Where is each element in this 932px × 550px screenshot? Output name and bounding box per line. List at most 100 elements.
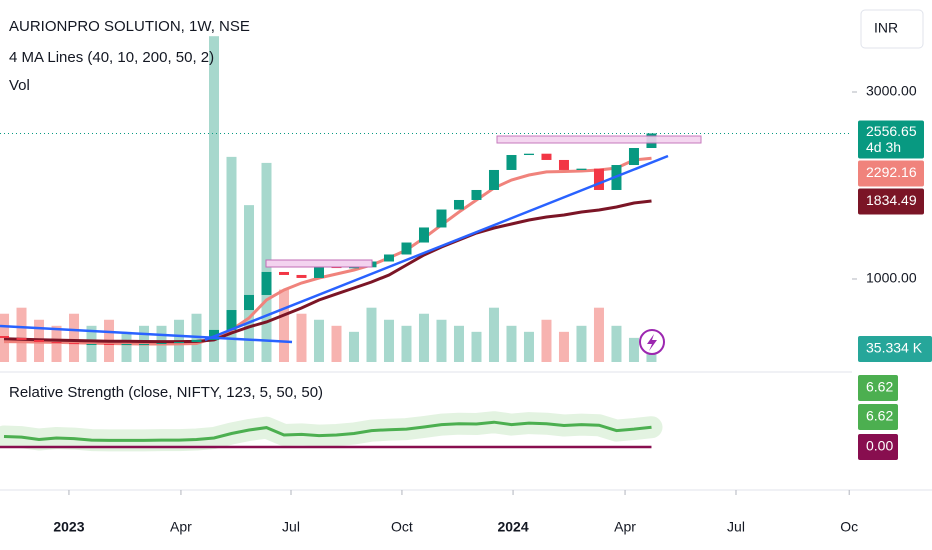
rs-value-box xyxy=(858,404,898,431)
volume-bar xyxy=(296,313,307,362)
x-tick-label: Apr xyxy=(614,519,636,535)
currency-button[interactable] xyxy=(860,9,924,49)
candle-body xyxy=(541,153,552,160)
volume-bar xyxy=(558,331,569,362)
candle-body xyxy=(418,227,429,243)
indicator-label: Vol xyxy=(9,77,30,94)
candle-body xyxy=(139,343,150,345)
candle-body xyxy=(279,271,289,275)
volume-bar xyxy=(593,307,604,362)
currency-label: INR xyxy=(874,20,898,36)
lightning-icon xyxy=(647,334,657,351)
x-tick-label: Apr xyxy=(170,519,192,535)
candle-body xyxy=(226,310,237,330)
volume-bar xyxy=(121,331,132,362)
trend-line xyxy=(0,324,293,344)
rs-value-label: 6.62 xyxy=(866,408,893,424)
volume-bar xyxy=(418,313,429,362)
candle-body xyxy=(191,339,202,343)
candle-body xyxy=(313,264,324,278)
volume-bar xyxy=(523,331,534,362)
ma-value-label: 1834.49 xyxy=(866,192,917,208)
rs-value-label: 6.62 xyxy=(866,379,893,395)
volume-value-box xyxy=(858,336,932,362)
ma-line xyxy=(3,156,652,346)
ma-value-label: 2292.16 xyxy=(866,164,917,180)
y-tick-label: 1000.00 xyxy=(866,270,917,286)
candle-body xyxy=(156,343,167,345)
candle-body xyxy=(34,339,45,343)
volume-bar xyxy=(436,319,447,362)
x-tick-label: 2023 xyxy=(53,519,84,535)
candle-body xyxy=(576,168,587,170)
candle-body xyxy=(121,343,132,345)
volume-bar xyxy=(366,307,377,362)
countdown-label: 4d 3h xyxy=(866,139,901,155)
volume-bar xyxy=(279,289,289,362)
volume-value-label: 35.334 K xyxy=(866,340,923,356)
volume-bar xyxy=(401,325,412,362)
candle-body xyxy=(523,153,534,156)
candle-body xyxy=(16,337,27,340)
rs-zero-label: 0.00 xyxy=(866,438,893,454)
ma-value-box xyxy=(858,188,924,215)
volume-bar xyxy=(244,205,255,362)
volume-bar xyxy=(331,325,342,362)
volume-bar xyxy=(383,319,394,362)
candle-body xyxy=(453,199,464,210)
indicator-label: Relative Strength (close, NIFTY, 123, 5,… xyxy=(9,384,323,401)
candle-body xyxy=(51,342,62,344)
candle-body xyxy=(348,267,359,269)
x-tick-label: Jul xyxy=(727,519,745,535)
x-tick-label: Oc xyxy=(840,519,858,535)
x-tick-label: 2024 xyxy=(497,519,528,535)
volume-bar xyxy=(506,325,517,362)
candle-body xyxy=(104,343,115,345)
ma-value-box xyxy=(858,160,924,187)
volume-bar xyxy=(453,325,464,362)
volume-bar xyxy=(69,313,80,362)
rs-value-box xyxy=(858,375,898,402)
candle-body xyxy=(401,242,412,255)
candle-body xyxy=(628,148,639,166)
candle-body xyxy=(209,329,220,340)
volume-bar xyxy=(226,156,237,362)
last-price-box xyxy=(858,120,924,159)
y-tick-label: 3000.00 xyxy=(866,83,917,99)
rs-line xyxy=(3,420,652,442)
volume-bar xyxy=(209,36,220,362)
candle-body xyxy=(593,168,604,190)
zone-rectangle xyxy=(496,135,702,144)
x-tick-label: Oct xyxy=(391,519,413,535)
chart-title: AURIONPRO SOLUTION, 1W, NSE xyxy=(9,18,250,35)
volume-bar xyxy=(16,307,27,362)
candle-body xyxy=(436,209,447,228)
candle-body xyxy=(244,294,255,311)
candle-body xyxy=(0,336,10,338)
volume-bar xyxy=(471,331,482,362)
volume-bar xyxy=(488,307,499,362)
candle-body xyxy=(296,274,307,278)
volume-bar xyxy=(628,337,639,362)
x-tick-label: Jul xyxy=(282,519,300,535)
ma-line xyxy=(3,199,652,344)
candle-body xyxy=(558,159,569,170)
candle-body xyxy=(86,343,97,345)
volume-bar xyxy=(576,325,587,362)
volume-bar xyxy=(611,325,622,362)
candle-body xyxy=(261,271,272,295)
volume-bar xyxy=(541,319,552,362)
zone-rectangle xyxy=(265,259,373,268)
indicator-label: 4 MA Lines (40, 10, 200, 50, 2) xyxy=(9,49,214,66)
candle-body xyxy=(174,342,185,344)
candle-body xyxy=(506,155,517,170)
trend-line xyxy=(204,154,669,342)
volume-bar xyxy=(313,319,324,362)
candle-body xyxy=(69,343,80,345)
rs-zero-box xyxy=(858,434,898,461)
candle-body xyxy=(488,169,499,190)
volume-bar xyxy=(348,331,359,362)
last-price-label: 2556.65 xyxy=(866,123,917,139)
